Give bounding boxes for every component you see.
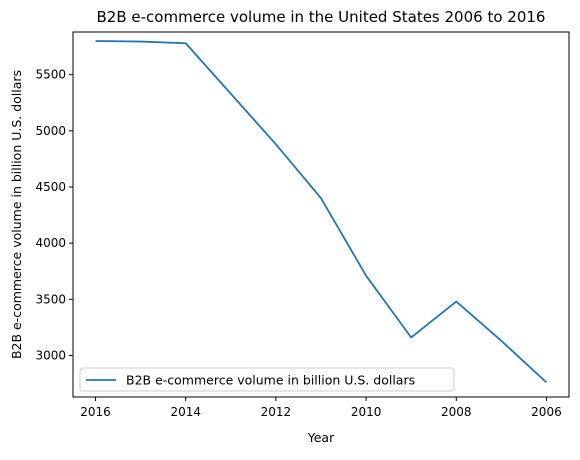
y-tick-label: 5500 <box>35 68 66 82</box>
x-axis-ticks: 2016 2014 2012 2010 2008 2006 <box>80 397 562 419</box>
legend: B2B e-commerce volume in billion U.S. do… <box>79 367 455 392</box>
y-axis-label: B2B e-commerce volume in billion U.S. do… <box>9 70 24 359</box>
x-tick-label: 2006 <box>531 405 562 419</box>
plot-frame <box>72 31 570 398</box>
x-tick-label: 2014 <box>170 405 201 419</box>
y-axis-ticks: 3000 3500 4000 4500 5000 5500 <box>35 68 73 362</box>
x-tick-label: 2016 <box>80 405 111 419</box>
legend-label: B2B e-commerce volume in billion U.S. do… <box>126 373 415 388</box>
plot-area <box>72 31 570 398</box>
chart-title: B2B e-commerce volume in the United Stat… <box>97 8 546 26</box>
y-tick-label: 3500 <box>35 292 66 306</box>
y-tick-label: 4500 <box>35 180 66 194</box>
series-line <box>95 40 548 384</box>
legend-box <box>79 367 455 392</box>
x-tick-label: 2008 <box>441 405 472 419</box>
x-axis-label: Year <box>307 430 335 445</box>
x-tick-label: 2012 <box>261 405 292 419</box>
y-tick-label: 3000 <box>35 348 66 362</box>
y-tick-label: 4000 <box>35 236 66 250</box>
series-layer <box>95 40 548 384</box>
x-tick-label: 2010 <box>351 405 382 419</box>
y-tick-label: 5000 <box>35 124 66 138</box>
